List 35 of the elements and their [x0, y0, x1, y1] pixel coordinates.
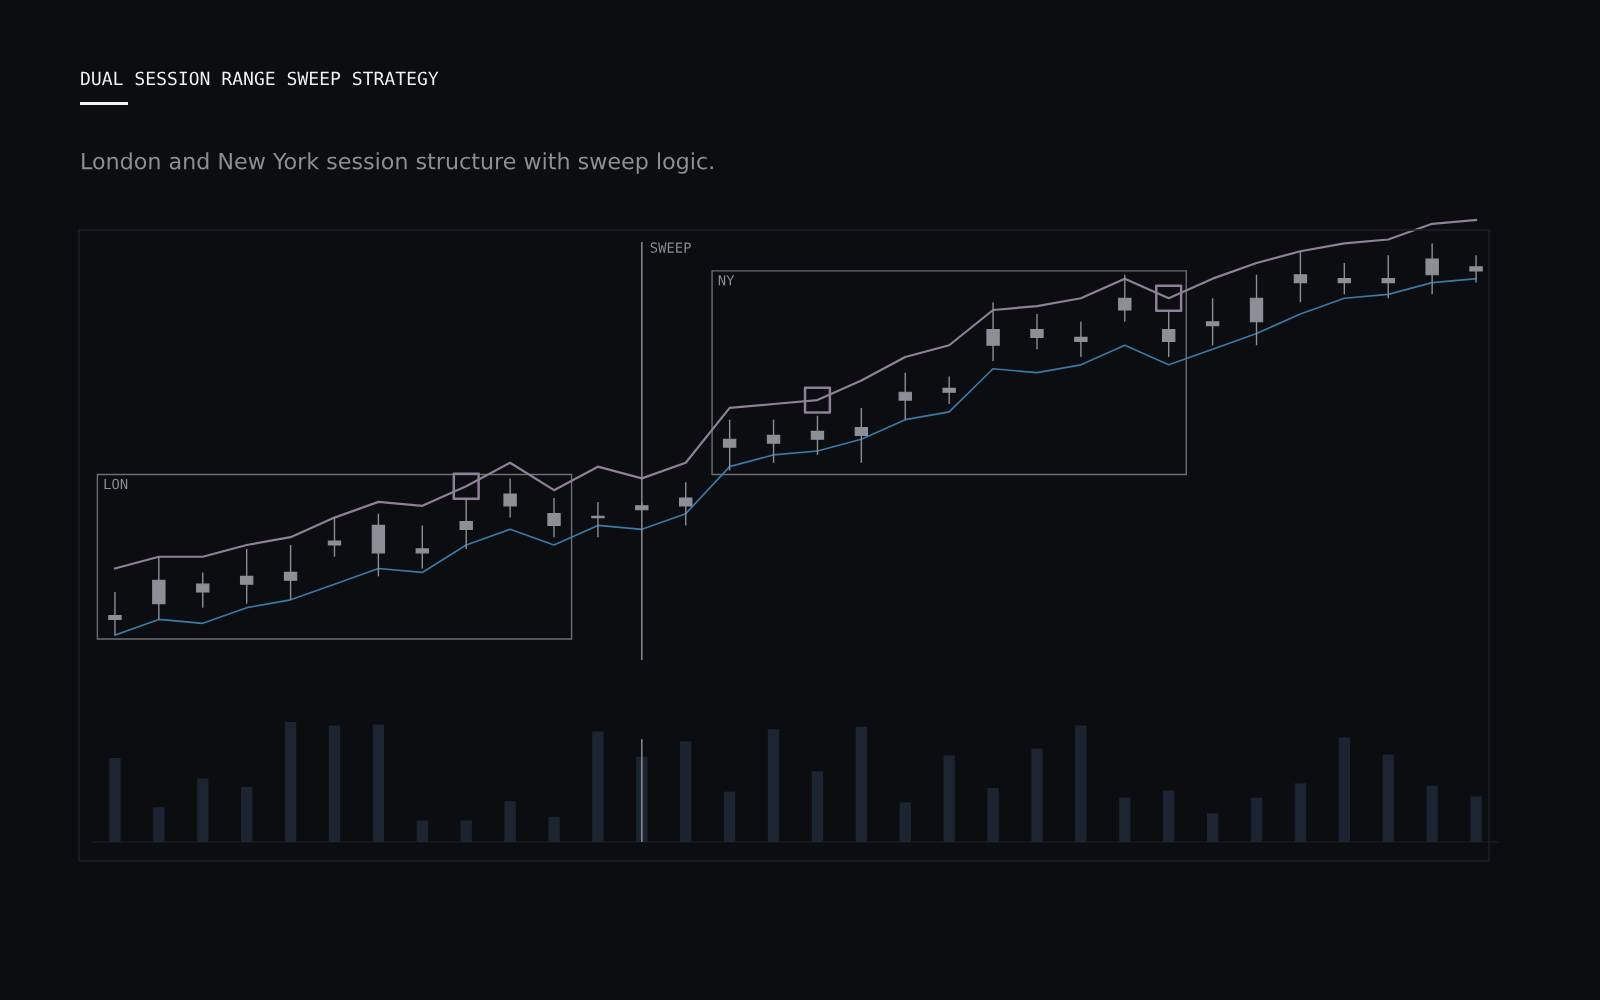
candlestick	[327, 516, 342, 558]
candlestick	[415, 524, 429, 570]
candlestick	[854, 407, 869, 464]
candlestick	[722, 418, 737, 472]
candlestick	[108, 591, 122, 636]
candlestick	[1425, 242, 1439, 296]
candlestick	[1469, 254, 1483, 284]
candlestick	[679, 481, 693, 527]
candlestick	[503, 477, 517, 519]
candlestick	[547, 497, 561, 538]
candlestick	[1118, 274, 1132, 323]
candlestick	[810, 415, 825, 456]
candlestick	[986, 301, 1000, 362]
candlestick	[459, 497, 473, 550]
candlestick	[766, 418, 781, 464]
chart-title: DUAL SESSION RANGE SWEEP STRATEGY	[81, 71, 439, 86]
candlestick	[1030, 313, 1044, 350]
candlestick	[196, 571, 210, 609]
candlestick	[1249, 274, 1264, 346]
candlestick	[898, 371, 912, 421]
candlestick	[1293, 250, 1308, 303]
candlestick	[1074, 321, 1088, 358]
candlestick	[283, 544, 298, 601]
candlestick	[1205, 297, 1220, 346]
candlestick	[942, 375, 956, 405]
candlestick	[1337, 262, 1352, 296]
candlestick	[1381, 254, 1395, 299]
candlestick	[591, 501, 605, 538]
chart-subtitle: London and New York session structure with sweep logic.	[82, 152, 713, 174]
candlestick	[239, 548, 254, 605]
annotation: NY	[718, 275, 735, 286]
candlestick	[1162, 309, 1176, 358]
candlestick	[152, 556, 166, 621]
annotation: LON	[104, 478, 128, 490]
annotation: SWEEP	[650, 242, 691, 253]
